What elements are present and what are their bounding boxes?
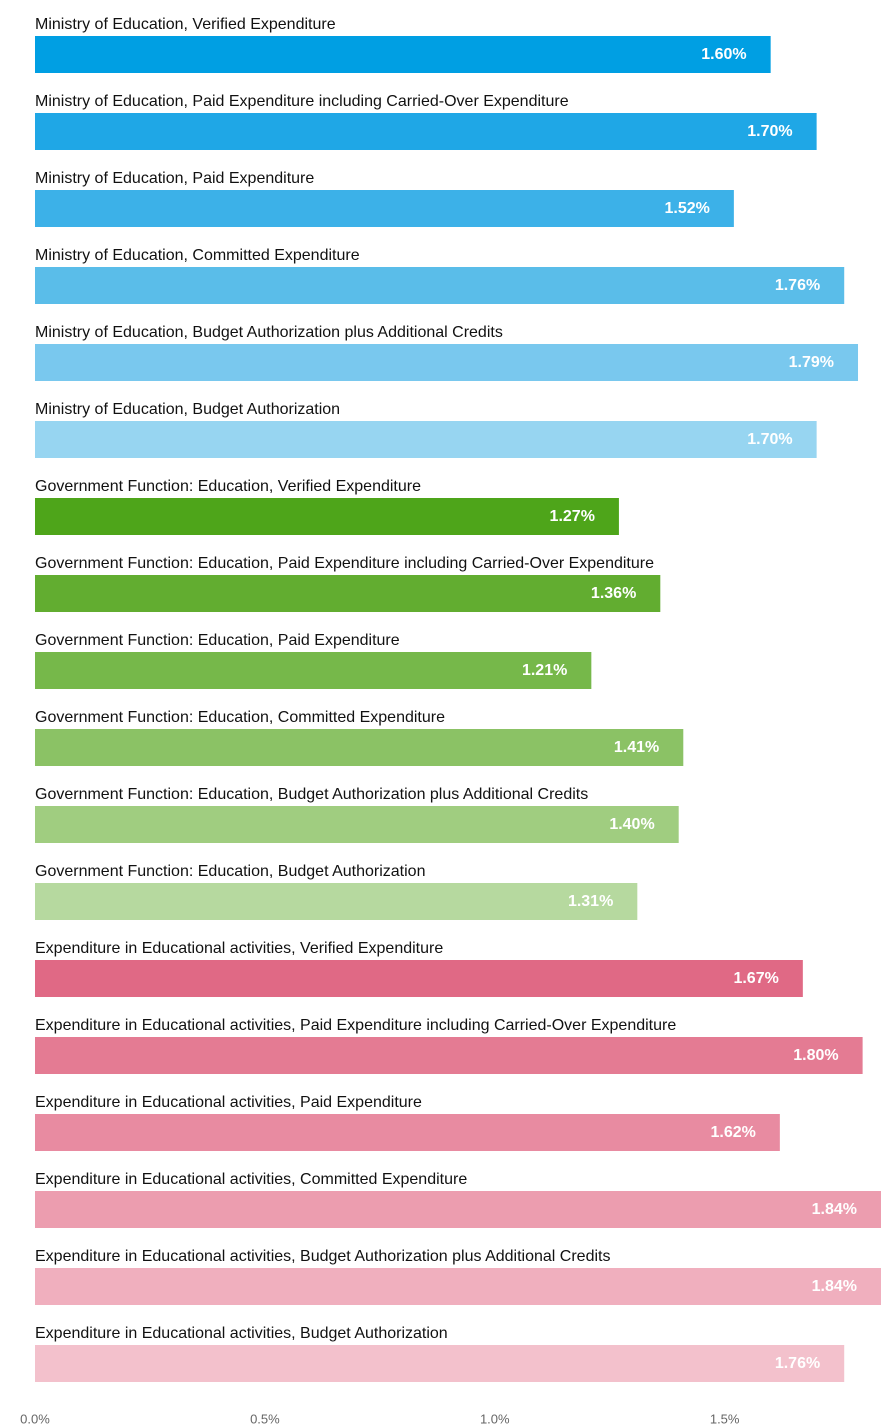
- bar: [35, 1345, 845, 1382]
- value-label: 1.84%: [812, 1201, 857, 1218]
- category-label: Ministry of Education, Budget Authorizat…: [35, 401, 340, 418]
- value-label: 1.84%: [812, 1278, 857, 1295]
- bar: [35, 190, 734, 227]
- bar: [35, 1268, 881, 1305]
- bar: [35, 1037, 863, 1074]
- bar: [35, 344, 859, 381]
- category-label: Expenditure in Educational activities, C…: [35, 1171, 467, 1188]
- bar: [35, 1114, 780, 1151]
- category-label: Ministry of Education, Paid Expenditure …: [35, 93, 569, 110]
- category-label: Government Function: Education, Paid Exp…: [35, 555, 654, 572]
- value-label: 1.76%: [775, 277, 820, 294]
- value-label: 1.41%: [614, 739, 659, 756]
- value-label: 1.70%: [747, 431, 792, 448]
- bar: [35, 575, 661, 612]
- x-tick-label: 0.5%: [250, 1411, 280, 1426]
- bar: [35, 806, 679, 843]
- category-label: Expenditure in Educational activities, P…: [35, 1017, 676, 1034]
- value-label: 1.21%: [522, 662, 567, 679]
- category-label: Government Function: Education, Paid Exp…: [35, 632, 400, 649]
- bar: [35, 498, 619, 535]
- category-label: Expenditure in Educational activities, V…: [35, 940, 443, 957]
- value-label: 1.62%: [710, 1124, 755, 1141]
- category-label: Government Function: Education, Budget A…: [35, 863, 425, 880]
- value-label: 1.31%: [568, 893, 613, 910]
- value-label: 1.36%: [591, 585, 636, 602]
- category-label: Ministry of Education, Budget Authorizat…: [35, 324, 503, 341]
- bar: [35, 960, 803, 997]
- category-label: Government Function: Education, Verified…: [35, 478, 421, 495]
- bar: [35, 113, 817, 150]
- category-label: Expenditure in Educational activities, P…: [35, 1094, 422, 1111]
- category-label: Government Function: Education, Committe…: [35, 709, 445, 726]
- value-label: 1.60%: [701, 46, 746, 63]
- bar: [35, 883, 638, 920]
- value-label: 1.67%: [733, 970, 778, 987]
- bar: [35, 36, 771, 73]
- category-label: Expenditure in Educational activities, B…: [35, 1325, 448, 1342]
- bar: [35, 1191, 881, 1228]
- value-label: 1.40%: [609, 816, 654, 833]
- value-label: 1.70%: [747, 123, 792, 140]
- x-tick-label: 1.5%: [710, 1411, 740, 1426]
- value-label: 1.76%: [775, 1355, 820, 1372]
- x-tick-label: 0.0%: [20, 1411, 50, 1426]
- value-label: 1.80%: [793, 1047, 838, 1064]
- bar: [35, 729, 684, 766]
- value-label: 1.27%: [550, 508, 595, 525]
- category-label: Ministry of Education, Paid Expenditure: [35, 170, 314, 187]
- category-label: Ministry of Education, Verified Expendit…: [35, 16, 336, 33]
- category-label: Government Function: Education, Budget A…: [35, 786, 588, 803]
- x-tick-label: 1.0%: [480, 1411, 510, 1426]
- bar: [35, 652, 592, 689]
- value-label: 1.52%: [664, 200, 709, 217]
- bar: [35, 421, 817, 458]
- bar: [35, 267, 845, 304]
- category-label: Expenditure in Educational activities, B…: [35, 1248, 610, 1265]
- value-label: 1.79%: [789, 354, 834, 371]
- category-label: Ministry of Education, Committed Expendi…: [35, 247, 360, 264]
